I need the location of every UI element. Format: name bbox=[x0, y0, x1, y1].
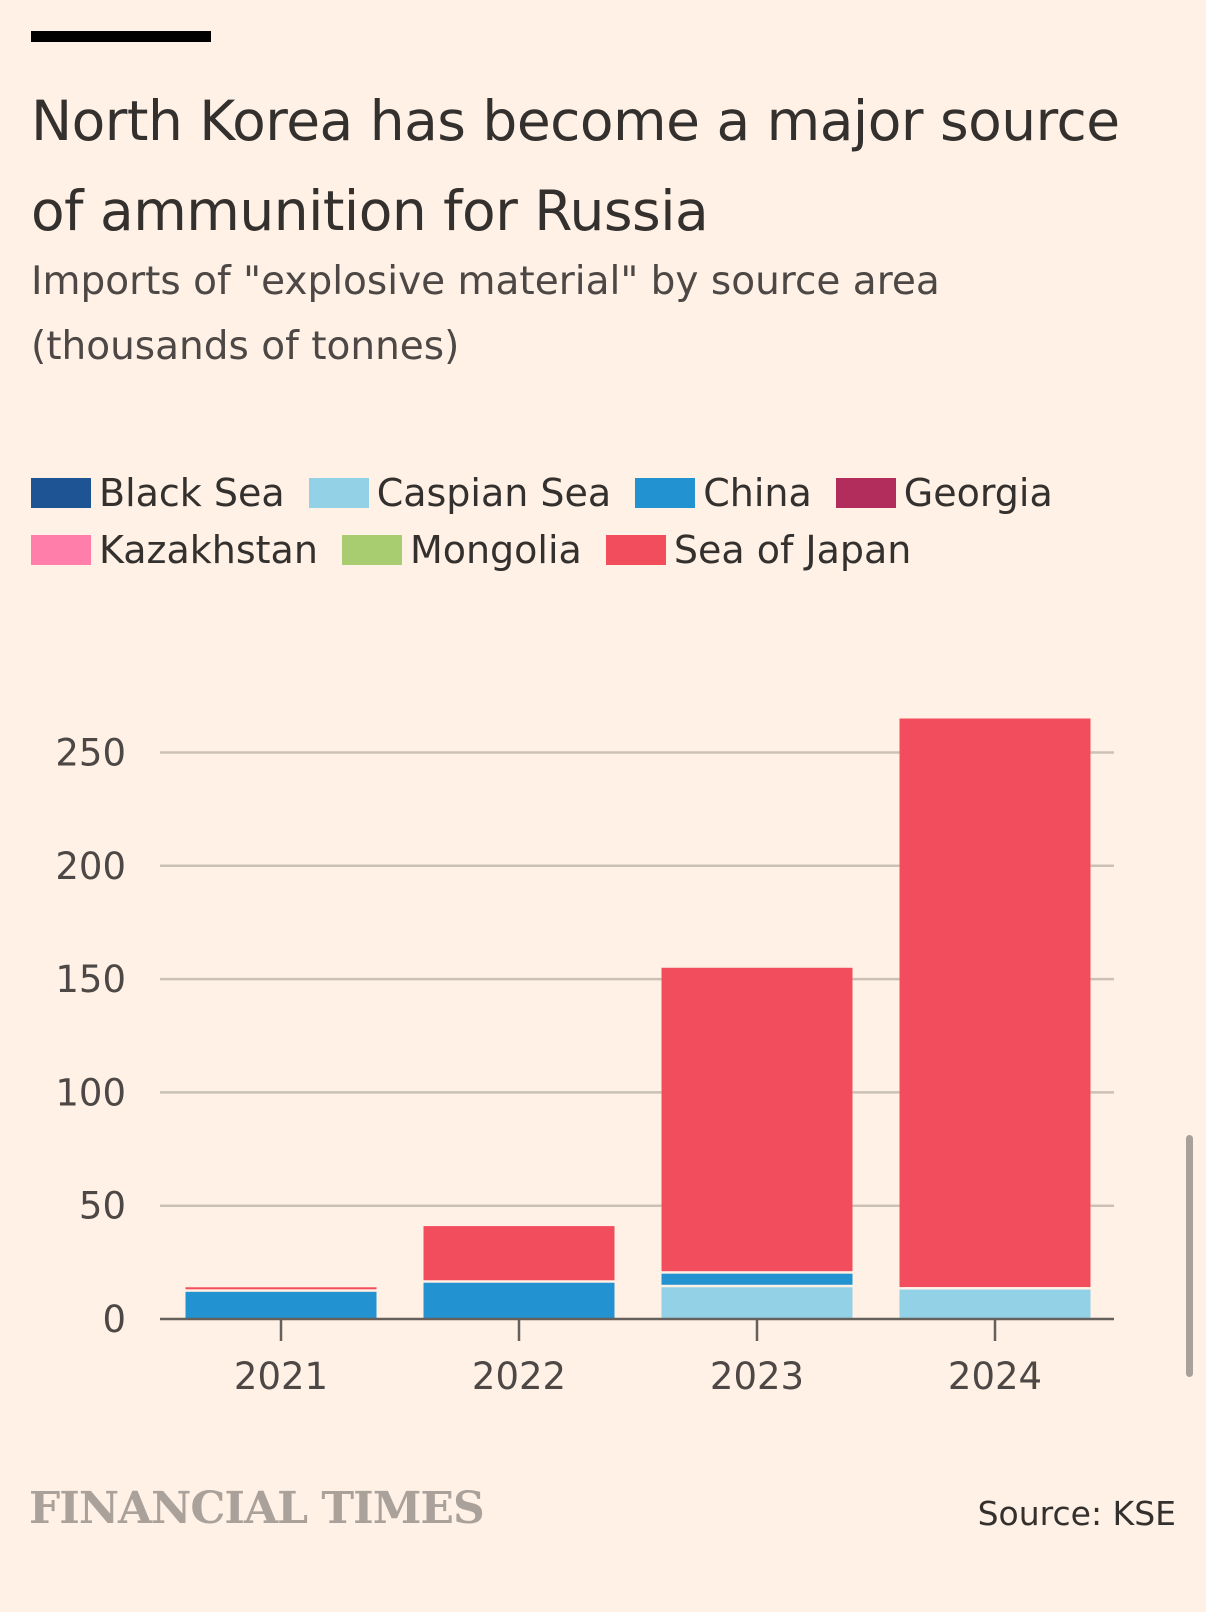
legend-label-china: China bbox=[703, 470, 812, 515]
legend-swatch-black-sea bbox=[31, 477, 91, 508]
vertical-scrollbar[interactable] bbox=[1186, 1135, 1193, 1377]
y-tick-label: 50 bbox=[79, 1185, 126, 1228]
legend-swatch-china bbox=[635, 477, 696, 508]
bar-2023-caspian-sea bbox=[661, 1287, 853, 1319]
financial-times-logo: FINANCIAL TIMES bbox=[29, 1483, 485, 1534]
x-axis-ticks: 2021 2022 2023 2024 bbox=[234, 1319, 1042, 1398]
x-tick-label: 2024 bbox=[948, 1355, 1042, 1398]
legend-swatch-sea-of-japan bbox=[605, 534, 666, 565]
bar-2022-sea-of-japan bbox=[423, 1226, 615, 1281]
y-tick-label: 250 bbox=[55, 732, 126, 775]
bar-2021-china bbox=[185, 1291, 377, 1319]
legend-label-black-sea: Black Sea bbox=[99, 470, 285, 515]
bar-2024-sea-of-japan bbox=[899, 718, 1091, 1288]
legend-item-caspian-sea: Caspian Sea bbox=[308, 470, 612, 515]
x-tick-label: 2021 bbox=[234, 1355, 328, 1398]
bar-2024-caspian-sea bbox=[899, 1289, 1091, 1319]
legend-item-kazakhstan: Kazakhstan bbox=[31, 528, 318, 572]
y-tick-label: 150 bbox=[55, 958, 126, 1001]
legend-item-georgia: Georgia bbox=[835, 470, 1053, 515]
stacked-bar-chart: 0 50 100 150 200 250 2021 2022 2023 2024 bbox=[55, 718, 1114, 1398]
chart-title: North Korea has become a major source of… bbox=[31, 89, 1120, 243]
y-axis-ticks: 0 50 100 150 200 250 bbox=[55, 732, 126, 1342]
legend-swatch-caspian-sea bbox=[308, 477, 369, 508]
x-tick-label: 2022 bbox=[472, 1355, 566, 1398]
legend-swatch-mongolia bbox=[341, 534, 402, 565]
bar-2023-sea-of-japan bbox=[661, 967, 853, 1272]
legend-item-china: China bbox=[635, 471, 812, 515]
legend-swatch-georgia bbox=[835, 477, 896, 508]
legend: Black Sea Caspian Sea China Georgia Kaza… bbox=[31, 464, 1171, 578]
legend-row-2: Kazakhstan Mongolia Sea of Japan bbox=[31, 521, 1171, 578]
legend-row-1: Black Sea Caspian Sea China Georgia bbox=[31, 464, 1171, 521]
legend-item-sea-of-japan: Sea of Japan bbox=[605, 527, 912, 572]
chart-subtitle: Imports of "explosive material" by sourc… bbox=[31, 259, 940, 369]
legend-label-mongolia: Mongolia bbox=[409, 527, 582, 572]
x-tick-label: 2023 bbox=[710, 1355, 804, 1398]
legend-label-caspian-sea: Caspian Sea bbox=[376, 470, 612, 515]
source-note: Source: KSE bbox=[977, 1494, 1176, 1533]
legend-label-kazakhstan: Kazakhstan bbox=[99, 527, 318, 572]
legend-label-sea-of-japan: Sea of Japan bbox=[673, 527, 912, 572]
legend-label-georgia: Georgia bbox=[903, 470, 1053, 515]
bars bbox=[185, 718, 1091, 1319]
bar-2021-sea-of-japan bbox=[185, 1287, 377, 1290]
y-tick-label: 0 bbox=[102, 1298, 126, 1341]
y-tick-label: 200 bbox=[55, 845, 126, 888]
y-tick-label: 100 bbox=[55, 1071, 126, 1114]
bar-2022-china bbox=[423, 1282, 615, 1319]
legend-item-black-sea: Black Sea bbox=[31, 471, 285, 515]
ft-top-rule bbox=[31, 31, 211, 42]
legend-swatch-kazakhstan bbox=[31, 534, 91, 565]
bar-2023-china bbox=[661, 1273, 853, 1285]
legend-item-mongolia: Mongolia bbox=[341, 527, 582, 572]
